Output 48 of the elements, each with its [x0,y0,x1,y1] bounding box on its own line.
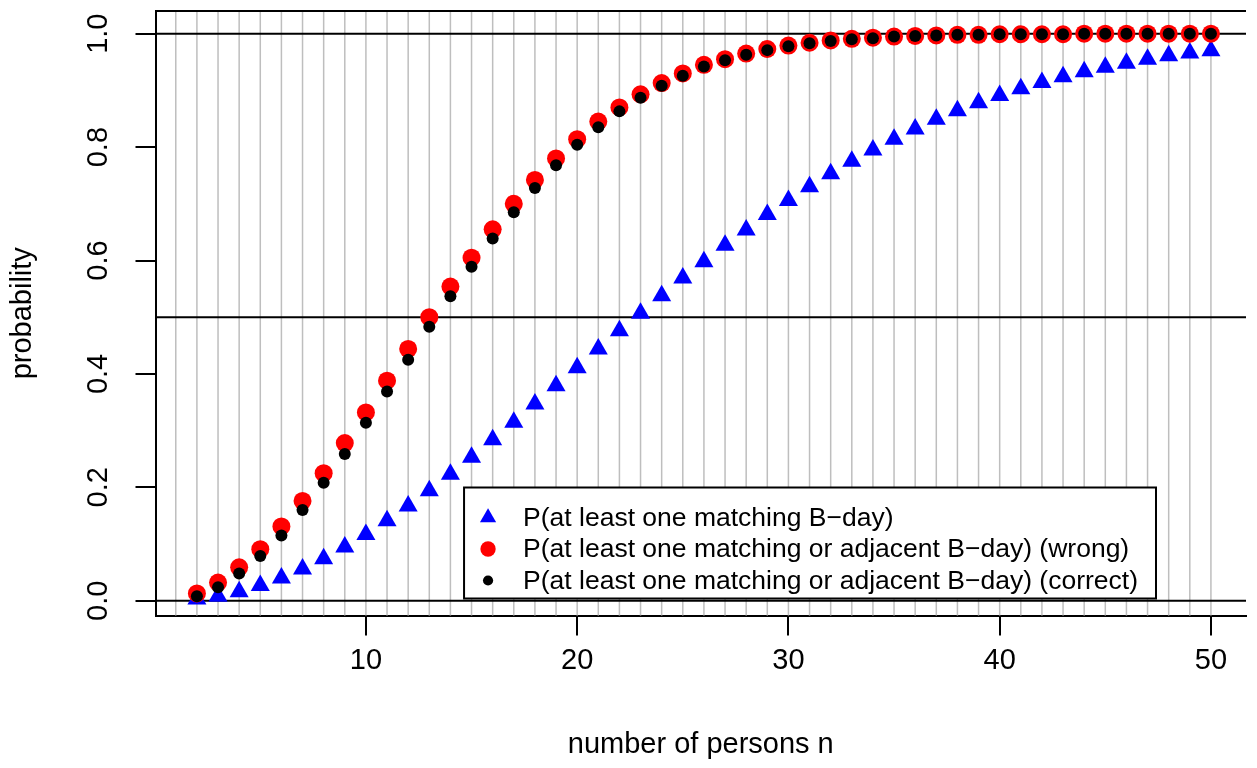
point [507,206,520,219]
x-tick-label: 20 [561,642,594,675]
y-tick-label: 0.0 [80,580,113,621]
point [592,121,605,134]
x-tick-label: 10 [349,642,383,675]
y-tick-label: 1.0 [80,13,113,54]
point [567,356,587,374]
y-tick-label: 0.2 [80,467,113,508]
x-tick-label: 40 [983,642,1016,675]
legend-label: P(at least one matching or adjacent B−day) (correct) [523,564,1139,595]
point [250,574,270,591]
point [504,411,524,428]
point [377,509,397,527]
y-tick-label: 0.6 [80,240,113,281]
point [528,181,541,194]
x-tick-label: 30 [772,642,805,675]
point [398,495,418,512]
point [317,476,330,489]
point [314,547,334,565]
point [486,232,499,245]
x-axis-title: number of persons n [567,726,834,759]
point [275,529,288,542]
point [419,479,439,497]
y-tick-label: 0.8 [80,126,113,168]
point [465,260,478,273]
point [359,416,372,429]
point [254,549,267,562]
point [381,385,394,398]
point [271,567,291,584]
y-tick-label: 0.4 [80,353,113,395]
legend-label: P(at least one matching B−day) [523,501,894,532]
legend-label: P(at least one matching or adjacent B−day) (wrong) [523,533,1130,564]
point [335,535,355,553]
point [483,428,503,446]
point [229,580,249,598]
point [462,446,482,463]
x-tick-label: 50 [1194,642,1228,675]
y-axis-title: probability [5,246,38,380]
point [423,320,436,333]
point [293,558,313,575]
point [233,567,246,580]
point [440,463,460,480]
point [296,504,309,517]
point [550,159,563,172]
point [356,523,376,540]
point [338,447,351,460]
point [402,353,415,366]
point [444,290,457,303]
